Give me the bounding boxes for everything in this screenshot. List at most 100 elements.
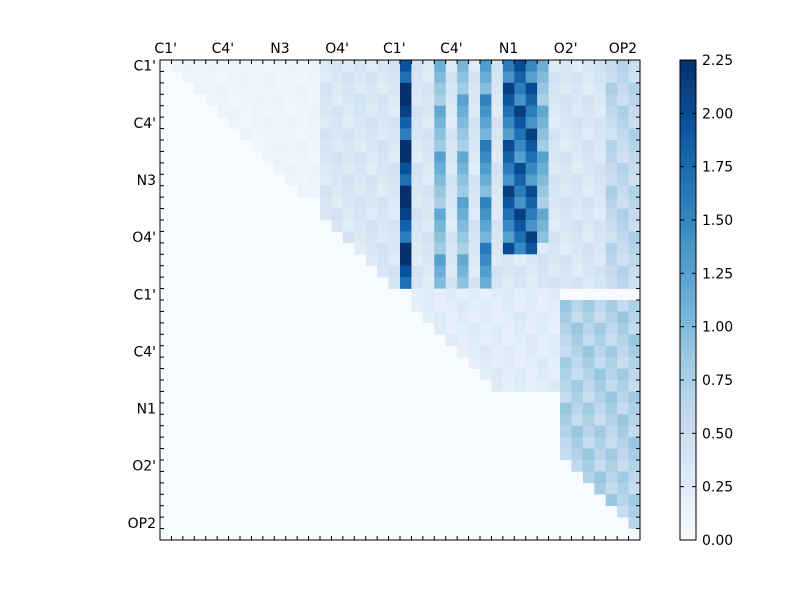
heatmap-cell [422, 117, 435, 129]
y-tick-label: C4' [133, 344, 156, 360]
heatmap-cell [468, 174, 481, 187]
heatmap-cell [468, 140, 481, 152]
heatmap-cell [628, 460, 641, 472]
heatmap-cell [445, 254, 458, 267]
heatmap-cell [297, 174, 309, 187]
heatmap-cell [411, 174, 424, 187]
heatmap-cell [502, 197, 515, 209]
heatmap-cell [445, 151, 458, 164]
heatmap-cell [548, 322, 561, 335]
heatmap-cell [434, 311, 447, 324]
heatmap-cell [548, 254, 561, 267]
heatmap-cell [571, 128, 584, 141]
heatmap-cell [377, 151, 389, 164]
heatmap-cell [525, 140, 538, 152]
heatmap-cell [274, 151, 287, 164]
heatmap-cell [365, 94, 378, 107]
heatmap-cell [274, 128, 287, 141]
heatmap-cell [308, 162, 321, 175]
heatmap-cell [457, 231, 469, 244]
heatmap-cell [251, 117, 264, 129]
heatmap-cell [411, 94, 424, 107]
heatmap-cell [297, 128, 309, 141]
heatmap-cell [525, 254, 538, 267]
heatmap-cell [320, 140, 332, 152]
heatmap-cell [548, 117, 561, 129]
heatmap-cell [480, 277, 492, 289]
heatmap-cell [628, 197, 641, 209]
heatmap-cell [365, 117, 378, 129]
heatmap-cell [548, 82, 561, 95]
heatmap-cell [537, 220, 549, 232]
heatmap-cell [422, 231, 435, 244]
heatmap-cell [594, 322, 607, 335]
heatmap-cell [274, 140, 287, 152]
heatmap-cell [411, 242, 424, 255]
heatmap-cell [468, 162, 481, 175]
heatmap-cell [205, 94, 218, 107]
heatmap-cell [182, 60, 195, 72]
heatmap-cell [331, 162, 344, 175]
heatmap-cell [457, 322, 469, 335]
heatmap-cell [422, 242, 435, 255]
heatmap-cell [411, 197, 424, 209]
heatmap-cell [617, 151, 629, 164]
heatmap-cell [582, 311, 595, 324]
heatmap-cell [571, 117, 584, 129]
heatmap-cell [571, 380, 584, 392]
heatmap-cell [605, 391, 618, 404]
heatmap-cell [240, 82, 252, 95]
heatmap-cell [548, 357, 561, 369]
heatmap-cell [605, 265, 618, 278]
heatmap-cell [388, 265, 401, 278]
heatmap-cell [537, 128, 549, 141]
colorbar-tick-label: 1.25 [702, 266, 733, 282]
heatmap-cell [491, 242, 504, 255]
heatmap-cell [628, 231, 641, 244]
heatmap-cell [411, 265, 424, 278]
heatmap-cell [445, 208, 458, 221]
heatmap-cell [502, 208, 515, 221]
heatmap-cell [617, 220, 629, 232]
heatmap-cell [594, 94, 607, 107]
heatmap-cell [560, 254, 572, 267]
heatmap-cell [525, 368, 538, 381]
heatmap-cell [342, 105, 355, 118]
heatmap-cell [422, 151, 435, 164]
heatmap-cell [468, 231, 481, 244]
colorbar-tick-label: 1.50 [702, 213, 733, 229]
heatmap-cell [502, 357, 515, 369]
heatmap-cell [217, 60, 229, 72]
heatmap-cell [514, 140, 527, 152]
heatmap-cell [628, 437, 641, 449]
heatmap-cell [377, 254, 389, 267]
heatmap-cell [285, 162, 298, 175]
heatmap-cell [560, 311, 572, 324]
heatmap-cell [594, 265, 607, 278]
heatmap-cell [514, 162, 527, 175]
heatmap-cell [468, 71, 481, 84]
heatmap-cell [434, 265, 447, 278]
heatmap-cell [548, 128, 561, 141]
y-tick-label: N3 [137, 173, 156, 189]
heatmap-cell [525, 265, 538, 278]
heatmap-cell [571, 71, 584, 84]
heatmap-cell [628, 322, 641, 335]
heatmap-cell [445, 231, 458, 244]
heatmap-cell [320, 174, 332, 187]
heatmap-cell [548, 368, 561, 381]
heatmap-cell [308, 60, 321, 72]
heatmap-cell [617, 322, 629, 335]
heatmap-cell [457, 117, 469, 129]
heatmap-cell [480, 174, 492, 187]
heatmap-cell [571, 437, 584, 449]
heatmap-cell [594, 380, 607, 392]
heatmap-cell [537, 140, 549, 152]
heatmap-cell [525, 162, 538, 175]
heatmap-cell [445, 197, 458, 209]
heatmap-cell [354, 242, 367, 255]
heatmap-cell [228, 71, 241, 84]
heatmap-cell [308, 71, 321, 84]
minor-ticks [160, 60, 640, 540]
